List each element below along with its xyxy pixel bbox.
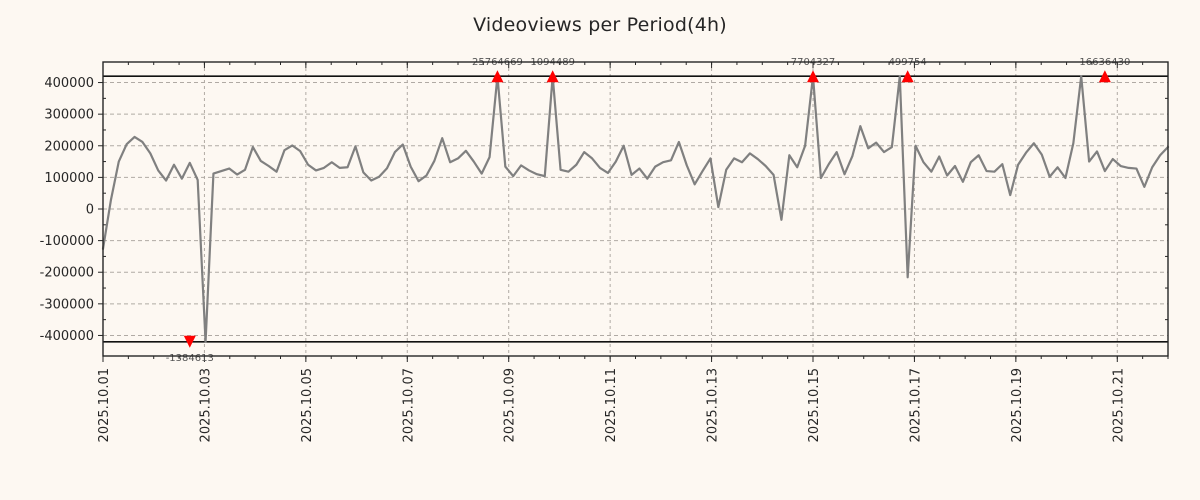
y-axis-tick-label: 0 bbox=[86, 203, 94, 218]
x-axis-tick-label: 2025.10.03 bbox=[198, 368, 213, 442]
y-axis-tick-label: 200000 bbox=[44, 139, 94, 154]
y-axis-tick-label: -300000 bbox=[40, 297, 94, 312]
annotation-label: 16636430 bbox=[1079, 57, 1130, 68]
annotation-label: 499754 bbox=[889, 57, 927, 68]
x-axis-tick-label: 2025.10.15 bbox=[807, 368, 822, 442]
y-axis-tick-label: -400000 bbox=[40, 329, 94, 344]
x-axis-tick-label: 2025.10.11 bbox=[604, 368, 619, 442]
x-axis-tick-label: 2025.10.17 bbox=[908, 368, 923, 442]
chart-title: Videoviews per Period(4h) bbox=[473, 14, 727, 36]
x-axis-tick-label: 2025.10.13 bbox=[706, 368, 721, 442]
annotation-marker[interactable] bbox=[807, 70, 819, 83]
y-axis-tick-label: -200000 bbox=[40, 266, 94, 281]
x-axis-tick-label: 2025.10.05 bbox=[300, 368, 315, 442]
x-axis-tick-label: 2025.10.07 bbox=[401, 368, 416, 442]
x-axis-tick-label: 2025.10.19 bbox=[1010, 368, 1025, 442]
y-axis-tick-label: -100000 bbox=[40, 234, 94, 249]
annotation-label: 7704327 bbox=[791, 57, 836, 68]
x-axis-tick-label: 2025.10.09 bbox=[503, 368, 518, 442]
annotation-marker[interactable] bbox=[491, 70, 504, 83]
y-axis-tick-label: 300000 bbox=[44, 108, 94, 123]
annotation-label: 25764669 bbox=[472, 57, 523, 68]
data-line-series bbox=[101, 75, 1170, 343]
annotation-label: -1384613 bbox=[166, 353, 214, 364]
x-axis-tick-label: 2025.10.01 bbox=[97, 368, 112, 442]
annotation-marker[interactable] bbox=[901, 70, 914, 83]
annotation-marker[interactable] bbox=[546, 70, 559, 83]
annotation-label: 1094489 bbox=[530, 57, 575, 68]
annotation-marker[interactable] bbox=[1098, 70, 1111, 83]
x-axis-tick-label: 2025.10.21 bbox=[1111, 368, 1126, 442]
plot-frame bbox=[102, 61, 1169, 357]
annotation-marker[interactable] bbox=[183, 335, 196, 348]
y-axis-tick-label: 100000 bbox=[44, 171, 94, 186]
y-axis-tick-label: 400000 bbox=[44, 76, 94, 91]
